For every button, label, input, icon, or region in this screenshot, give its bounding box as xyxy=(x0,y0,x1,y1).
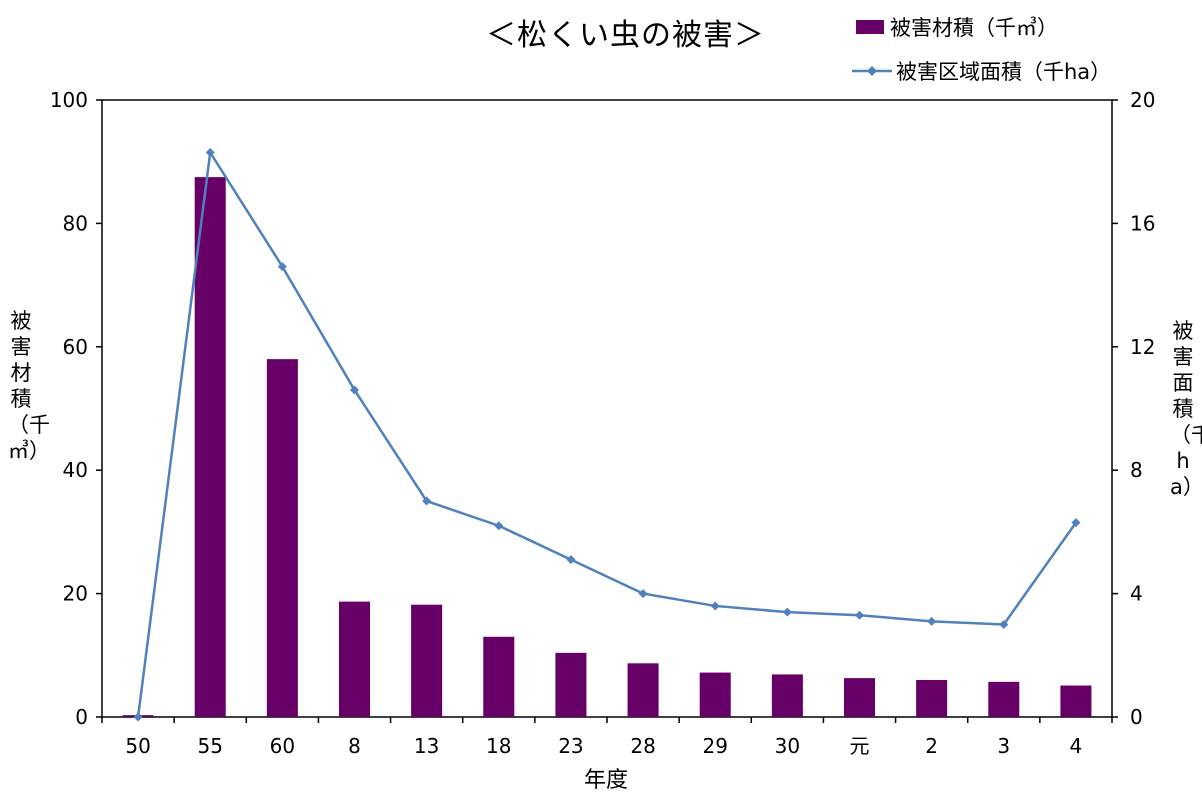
bar-30 xyxy=(771,674,803,717)
legend-item-line: 被害区域面積（千ha） xyxy=(852,56,1111,86)
plot-area xyxy=(101,99,1113,718)
left-tick-label: 60 xyxy=(63,335,88,359)
right-tick-label: 0 xyxy=(1130,705,1143,729)
left-tick-label: 100 xyxy=(50,88,88,112)
left-tick-label: 40 xyxy=(63,458,88,482)
x-tick-label: 18 xyxy=(486,734,511,758)
left-axis-title: 被害材積（千㎥） xyxy=(8,309,50,463)
left-tick-label: 0 xyxy=(75,705,88,729)
left-axis-ticks: 0 20 40 60 80 100 xyxy=(50,88,102,729)
bar-2 xyxy=(916,679,948,717)
x-tick-label: 4 xyxy=(1070,734,1083,758)
left-tick-label: 20 xyxy=(63,582,88,606)
x-tick-label: 13 xyxy=(414,734,439,758)
line-point-60 xyxy=(277,262,287,272)
line-point-30 xyxy=(782,607,792,617)
x-tick-label: 30 xyxy=(775,734,800,758)
line-series xyxy=(133,147,1081,722)
line-point-13 xyxy=(422,496,432,506)
bar-18 xyxy=(483,636,515,717)
right-axis-title: 被害面積（千ha） xyxy=(1170,319,1202,499)
x-tick-label: 23 xyxy=(558,734,583,758)
bar-4 xyxy=(1060,685,1092,717)
right-tick-label: 12 xyxy=(1130,335,1155,359)
x-axis-ticks: 50 55 60 8 13 18 23 28 29 30 元 2 3 4 xyxy=(101,717,1113,758)
line-point-23 xyxy=(566,555,576,565)
bar-28 xyxy=(627,663,659,717)
legend-line-swatch xyxy=(852,66,892,76)
x-tick-label: 元 xyxy=(850,734,870,758)
bar-29 xyxy=(699,672,731,717)
x-tick-label: 55 xyxy=(197,734,222,758)
right-axis-ticks: 0 4 8 12 16 20 xyxy=(1112,88,1155,729)
bar-series xyxy=(122,177,1092,717)
right-tick-label: 20 xyxy=(1130,88,1155,112)
line-point-55 xyxy=(205,147,215,157)
bar-3 xyxy=(988,681,1020,717)
bar-元 xyxy=(843,678,876,717)
x-tick-label: 2 xyxy=(925,734,938,758)
x-tick-label: 50 xyxy=(125,734,150,758)
legend-bar-label: 被害材積（千㎥） xyxy=(890,16,1058,40)
right-tick-label: 16 xyxy=(1130,211,1155,235)
legend-line-label: 被害区域面積（千ha） xyxy=(896,60,1112,84)
bar-13 xyxy=(411,604,443,717)
legend-item-bar: 被害材積（千㎥） xyxy=(856,12,1058,42)
x-tick-label: 28 xyxy=(630,734,655,758)
line-point-元 xyxy=(855,610,864,620)
x-tick-label: 3 xyxy=(997,734,1010,758)
bar-55 xyxy=(194,177,226,717)
line-point-29 xyxy=(710,601,720,611)
left-tick-label: 80 xyxy=(63,211,88,235)
legend-bar-swatch xyxy=(856,20,884,34)
bar-8 xyxy=(338,601,371,717)
right-tick-label: 8 xyxy=(1130,458,1143,482)
line-point-2 xyxy=(927,616,937,626)
right-tick-label: 4 xyxy=(1130,582,1143,606)
area-line xyxy=(136,148,1077,718)
bar-60 xyxy=(266,359,298,717)
line-point-28 xyxy=(638,589,648,599)
line-point-3 xyxy=(999,619,1009,629)
bar-23 xyxy=(555,652,587,717)
line-point-50 xyxy=(133,712,143,722)
x-tick-label: 8 xyxy=(348,734,361,758)
x-tick-label: 29 xyxy=(702,734,727,758)
chart-title: ＜松くい虫の被害＞ xyxy=(486,18,765,53)
x-axis-title: 年度 xyxy=(584,768,629,793)
x-tick-label: 60 xyxy=(270,734,295,758)
line-point-8 xyxy=(350,385,359,395)
line-point-18 xyxy=(494,521,504,531)
line-point-4 xyxy=(1071,518,1081,528)
